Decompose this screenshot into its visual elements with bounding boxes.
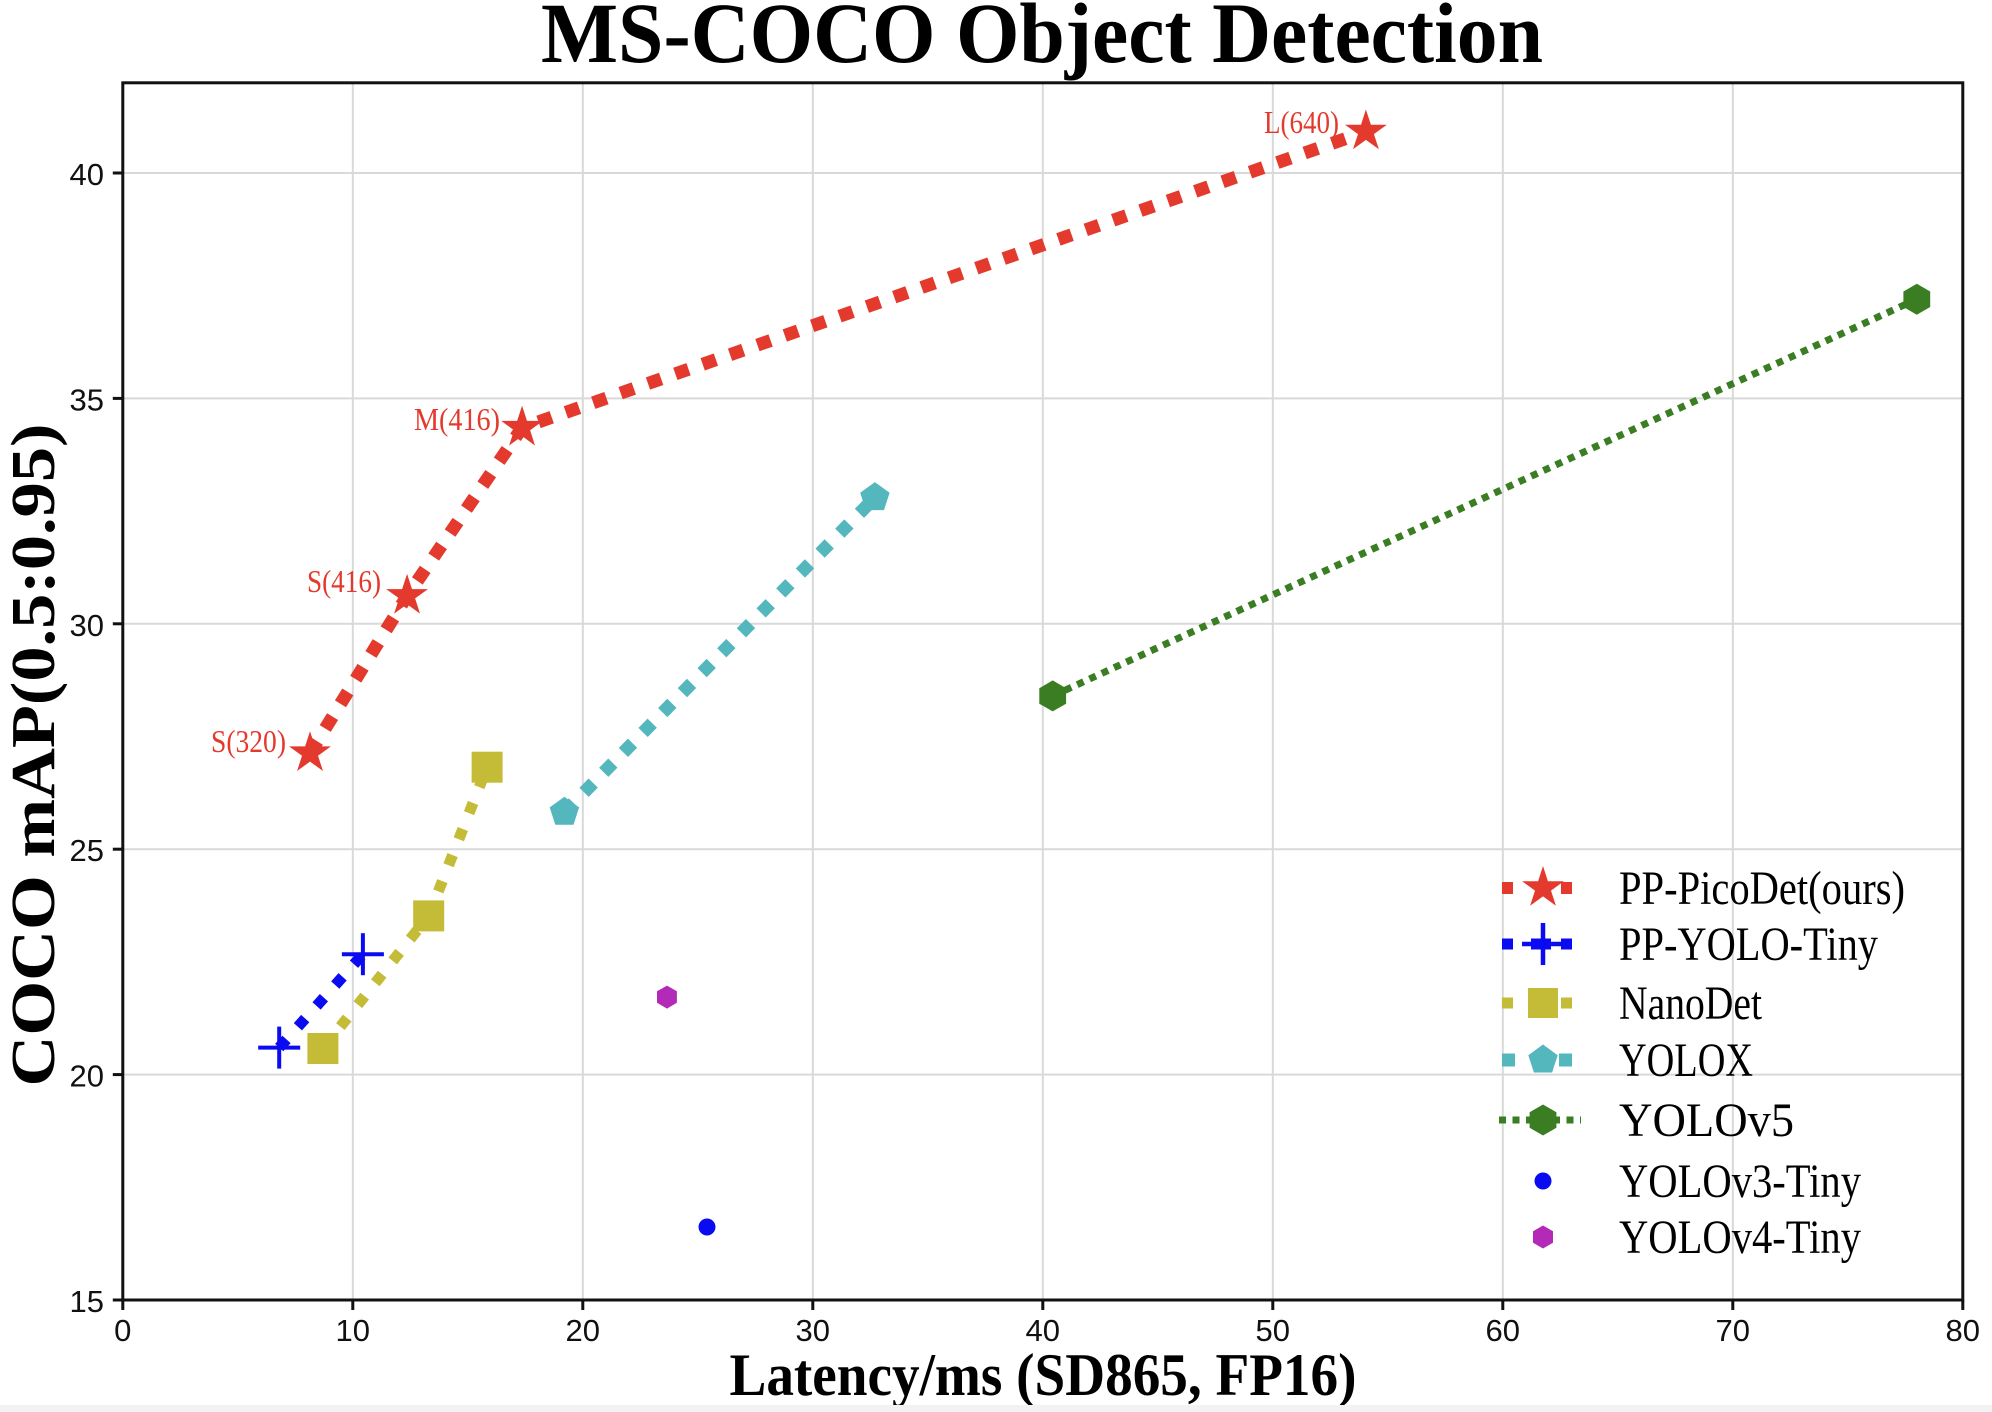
svg-text:20: 20 [566, 1313, 600, 1348]
svg-text:M(416): M(416) [414, 401, 500, 437]
svg-text:40: 40 [70, 157, 104, 192]
svg-text:YOLOv5: YOLOv5 [1619, 1094, 1794, 1147]
svg-text:MS-COCO Object Detection: MS-COCO Object Detection [541, 0, 1543, 81]
svg-text:60: 60 [1486, 1313, 1520, 1348]
svg-text:15: 15 [70, 1284, 104, 1319]
svg-text:20: 20 [70, 1059, 104, 1094]
svg-text:S(416): S(416) [307, 563, 381, 599]
svg-text:PP-YOLO-Tiny: PP-YOLO-Tiny [1619, 918, 1878, 971]
svg-text:S(320): S(320) [211, 723, 286, 759]
svg-text:50: 50 [1256, 1313, 1290, 1348]
svg-text:NanoDet: NanoDet [1619, 977, 1763, 1030]
svg-text:YOLOv4-Tiny: YOLOv4-Tiny [1619, 1211, 1861, 1264]
svg-text:10: 10 [336, 1313, 370, 1348]
svg-text:COCO mAP(0.5:0.95): COCO mAP(0.5:0.95) [0, 424, 68, 1087]
svg-text:YOLOX: YOLOX [1619, 1034, 1753, 1087]
svg-text:30: 30 [796, 1313, 830, 1348]
svg-text:40: 40 [1026, 1313, 1060, 1348]
svg-text:PP-PicoDet(ours): PP-PicoDet(ours) [1619, 862, 1905, 915]
svg-text:Latency/ms (SD865, FP16): Latency/ms (SD865, FP16) [730, 1342, 1357, 1408]
svg-text:35: 35 [70, 382, 104, 417]
svg-text:80: 80 [1946, 1313, 1980, 1348]
svg-text:25: 25 [70, 833, 104, 868]
svg-text:YOLOv3-Tiny: YOLOv3-Tiny [1619, 1155, 1861, 1208]
svg-text:30: 30 [70, 608, 104, 643]
svg-text:0: 0 [114, 1313, 131, 1348]
svg-text:70: 70 [1716, 1313, 1750, 1348]
svg-text:L(640): L(640) [1264, 104, 1339, 140]
